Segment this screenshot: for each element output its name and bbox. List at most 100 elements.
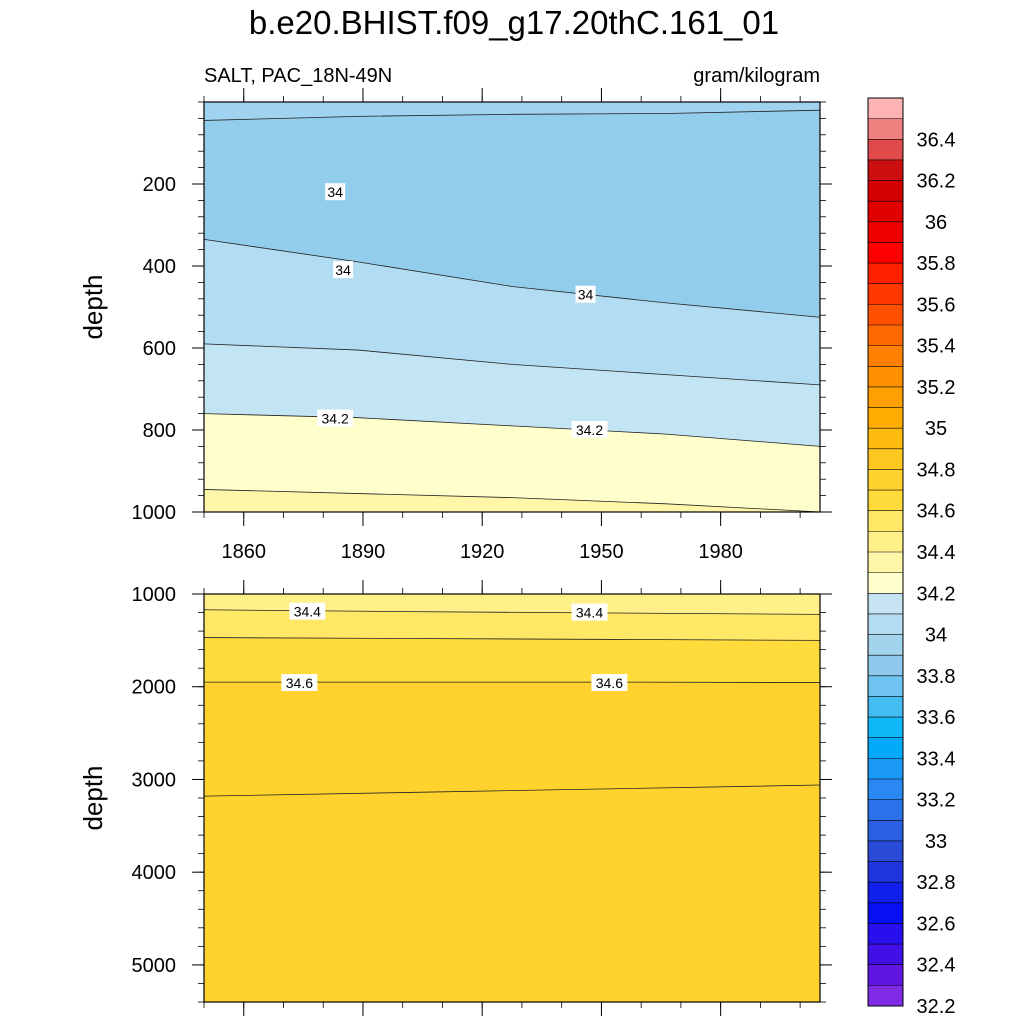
colorbar-swatch: [868, 696, 903, 718]
colorbar-swatch: [868, 428, 903, 450]
x-tick-label: 1920: [460, 541, 505, 563]
colorbar-swatch: [868, 386, 903, 408]
colorbar-tick-label: 33.4: [917, 748, 956, 770]
colorbar-swatch: [868, 98, 903, 120]
colorbar-tick-label: 32.4: [917, 955, 956, 977]
y-tick-label: 1000: [132, 584, 177, 606]
colorbar-swatch: [868, 758, 903, 780]
colorbar-tick-label: 36.2: [917, 171, 956, 193]
colorbar-swatch: [868, 180, 903, 202]
contour-label-bg: [289, 602, 326, 620]
colorbar-swatch: [868, 242, 903, 264]
colorbar-tick-label: 33.2: [917, 790, 956, 812]
colorbar-tick-label: 34.2: [917, 583, 956, 605]
y-tick-label: 1000: [132, 502, 177, 524]
colorbar-swatch: [868, 779, 903, 801]
colorbar-tick-label: 33: [925, 831, 947, 853]
units-label: gram/kilogram: [693, 65, 820, 87]
contour-label-bg: [591, 674, 628, 692]
colorbar-tick-label: 34.4: [917, 542, 956, 564]
contour-label-bg: [317, 409, 354, 427]
colorbar-swatch: [868, 201, 903, 223]
colorbar-tick-label: 35: [925, 418, 947, 440]
y-tick-label: 400: [143, 256, 176, 278]
contour-label: 34.6: [596, 675, 623, 691]
colorbar-tick-label: 35.6: [917, 294, 956, 316]
contour-label-bg: [281, 674, 318, 692]
colorbar-tick-label: 33.6: [917, 707, 956, 729]
colorbar-swatch: [868, 531, 903, 553]
contour-label: 34.4: [294, 604, 321, 620]
colorbar-swatch: [868, 985, 903, 1007]
upper-depth-panel: 34 34 34 34.2 34.2 200 400 600 800 1000 1860 1890 19…: [78, 88, 832, 563]
contour-line-33.95: [203, 109, 821, 121]
contour-label: 34: [335, 262, 351, 278]
colorbar-swatch: [868, 221, 903, 243]
colorbar-swatch: [868, 737, 903, 759]
contour-label-bg: [571, 421, 608, 438]
panel-frame: [203, 101, 821, 513]
variable-label: SALT, PAC_18N-49N: [204, 65, 392, 87]
colorbar-swatch: [868, 861, 903, 883]
colorbar-swatch: [868, 325, 903, 347]
colorbar-swatch: [868, 840, 903, 862]
contour-label: 34.6: [286, 675, 313, 691]
colorbar-swatch: [868, 820, 903, 842]
colorbar-swatch: [868, 572, 903, 594]
contour-label-bg: [575, 285, 596, 303]
colorbar-swatch: [868, 469, 903, 491]
x-tick-label: 1860: [221, 541, 266, 563]
y-tick-label: 800: [143, 420, 176, 442]
lower-depth-panel: 34.4 34.4 34.6 34.6 1000 2000 3000 4000 5000 dept…: [78, 580, 832, 1016]
colorbar-tick-label: 36.4: [917, 129, 956, 151]
colorbar-tick-label: 32.6: [917, 913, 956, 935]
colorbar-swatch: [868, 448, 903, 470]
colorbar-swatch: [868, 490, 903, 512]
colorbar-swatch: [868, 159, 903, 181]
y-tick-label: 5000: [132, 955, 177, 977]
colorbar-swatch: [868, 799, 903, 821]
colorbar-tick-label: 35.8: [917, 253, 956, 275]
colorbar-swatch: [868, 944, 903, 966]
contour-label: 34.2: [576, 422, 603, 438]
colorbar-swatch: [868, 283, 903, 305]
colorbar-swatch: [868, 964, 903, 986]
contour-line-34.3: [203, 489, 821, 513]
contour-band-34.3: [204, 489, 820, 512]
y-tick-label: 600: [143, 338, 176, 360]
figure-title: b.e20.BHIST.f09_g17.20thC.161_01: [249, 4, 779, 41]
contour-label: 34.4: [576, 605, 603, 621]
contour-band-34.7: [204, 785, 820, 1002]
y-axis-label: depth: [78, 765, 108, 830]
y-tick-label: 2000: [132, 677, 177, 699]
colorbar-swatch: [868, 902, 903, 924]
colorbar-tick-label: 36: [925, 212, 947, 234]
contour-band-34.2: [204, 413, 820, 512]
contour-label: 34: [327, 184, 343, 200]
contour-line-34: [203, 238, 821, 318]
colorbar-swatch: [868, 263, 903, 285]
colorbar-tick-label: 34: [925, 625, 947, 647]
contour-label-bg: [571, 603, 608, 621]
contour-line-34.1: [203, 343, 821, 386]
colorbar-swatch: [868, 366, 903, 388]
contour-label-bg: [333, 261, 354, 279]
colorbar-swatch: [868, 717, 903, 739]
colorbar-swatch: [868, 613, 903, 635]
contour-line-34.2: [203, 413, 821, 447]
colorbar-swatch: [868, 675, 903, 697]
colorbar-swatch: [868, 407, 903, 429]
colorbar-tick-label: 35.4: [917, 336, 956, 358]
y-tick-label: 200: [143, 174, 176, 196]
x-tick-label: 1890: [341, 541, 386, 563]
colorbar-swatch: [868, 923, 903, 945]
colorbar-swatch: [868, 593, 903, 615]
x-tick-label: 1980: [698, 541, 743, 563]
colorbar-tick-label: 32.8: [917, 872, 956, 894]
colorbar-swatch: [868, 655, 903, 677]
colorbar-swatch: [868, 634, 903, 656]
colorbar-tick-label: 34.8: [917, 459, 956, 481]
x-tick-label: 1950: [579, 541, 624, 563]
colorbar-tick-label: 32.2: [917, 996, 956, 1018]
